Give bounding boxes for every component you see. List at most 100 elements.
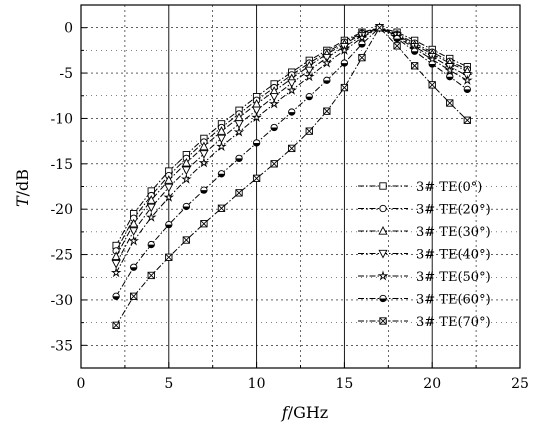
- data-point: [217, 204, 226, 212]
- legend-marker: [378, 249, 388, 259]
- legend-label: 3# TE(0°): [416, 180, 482, 195]
- data-point: [235, 154, 243, 163]
- data-point: [305, 93, 313, 101]
- legend-marker: [377, 270, 389, 281]
- x-tick-label: 0: [77, 376, 86, 392]
- y-tick-label: -10: [50, 111, 73, 127]
- data-point: [147, 271, 155, 280]
- legend-item: 3# TE(50°): [358, 270, 491, 285]
- data-point: [252, 106, 262, 116]
- data-point: [216, 134, 227, 144]
- x-tick-label: 20: [423, 376, 441, 392]
- data-point: [234, 120, 244, 129]
- data-point: [199, 141, 209, 151]
- data-point: [111, 251, 121, 261]
- data-point: [216, 126, 227, 135]
- data-point: [165, 220, 173, 229]
- data-point: [269, 93, 279, 102]
- y-axis-title: T/dB: [13, 169, 32, 207]
- data-point: [129, 227, 139, 236]
- data-point: [356, 32, 368, 43]
- data-point: [112, 292, 120, 300]
- data-point: [304, 66, 314, 76]
- legend-label: 3# TE(20°): [416, 203, 491, 218]
- legend-item: 3# TE(20°): [358, 203, 491, 218]
- legend-label: 3# TE(60°): [416, 293, 491, 308]
- legend-label: 3# TE(70°): [416, 315, 491, 330]
- legend-marker: [379, 317, 387, 325]
- y-tick-label: -5: [59, 66, 73, 82]
- legend-item: 3# TE(40°): [358, 248, 491, 263]
- data-point: [182, 236, 191, 244]
- data-point: [147, 240, 155, 249]
- data-point: [393, 34, 401, 43]
- data-point: [235, 189, 243, 197]
- data-point: [462, 74, 473, 85]
- legend-marker: [378, 226, 388, 235]
- data-point: [111, 259, 121, 269]
- data-point: [463, 116, 471, 124]
- y-axis-unit: /dB: [13, 169, 32, 196]
- data-point: [112, 321, 120, 329]
- data-point: [375, 24, 384, 32]
- data-point: [446, 99, 454, 107]
- data-point: [340, 59, 349, 67]
- data-point: [393, 42, 401, 50]
- data-point: [270, 123, 278, 132]
- data-point: [358, 40, 366, 48]
- data-point: [268, 98, 280, 109]
- data-point: [217, 170, 226, 178]
- series-line: [115, 27, 468, 257]
- data-point: [444, 64, 456, 75]
- data-point: [181, 173, 192, 184]
- data-point: [146, 203, 156, 213]
- data-point: [199, 150, 209, 159]
- y-tick-label: -35: [50, 338, 73, 354]
- legend-marker: [379, 294, 387, 303]
- x-axis-unit: /GHz: [288, 403, 329, 422]
- data-point: [323, 107, 331, 115]
- data-point: [288, 108, 296, 116]
- x-tick-label: 15: [335, 376, 353, 392]
- series-5: [112, 24, 471, 300]
- y-tick-label: -25: [50, 248, 73, 264]
- data-point: [165, 253, 173, 261]
- x-tick-label: 10: [248, 376, 266, 392]
- y-tick-label: -20: [50, 202, 73, 218]
- axis-ticks: [80, 27, 521, 368]
- data-point: [164, 183, 174, 193]
- data-point: [130, 292, 138, 300]
- data-point: [288, 144, 296, 153]
- series-layer: [110, 22, 473, 329]
- legend-item: 3# TE(60°): [358, 293, 491, 308]
- data-point: [128, 235, 139, 246]
- legend: 3# TE(0°) 3# TE(20°) 3# TE(30°) 3# TE(40°) 3…: [358, 180, 491, 330]
- data-point: [303, 71, 315, 82]
- data-point: [270, 160, 278, 168]
- x-tick-label: 25: [511, 376, 529, 392]
- data-point: [182, 202, 191, 211]
- data-point: [446, 73, 454, 81]
- y-axis-variable: T: [13, 195, 32, 207]
- data-point: [410, 62, 419, 70]
- data-point: [340, 83, 349, 92]
- y-tick-label: -15: [50, 157, 73, 173]
- data-point: [410, 47, 419, 55]
- data-point: [145, 211, 157, 222]
- data-point: [428, 60, 436, 68]
- data-point: [233, 126, 245, 137]
- tick-labels: 0 5 10 15 20 25 0 -5 -10 -15 -20 -25 -30 -35: [50, 21, 528, 392]
- y-tick-label: 0: [64, 21, 73, 37]
- data-point: [252, 174, 261, 182]
- data-point: [323, 76, 331, 84]
- data-point: [200, 220, 208, 228]
- data-point: [146, 195, 156, 204]
- data-point: [286, 84, 298, 95]
- data-point: [129, 218, 139, 228]
- legend-item: 3# TE(70°): [358, 315, 491, 330]
- legend-item: 3# TE(0°): [358, 180, 482, 195]
- y-tick-label: -30: [50, 293, 73, 309]
- data-point: [181, 166, 191, 176]
- series-3: [111, 24, 472, 269]
